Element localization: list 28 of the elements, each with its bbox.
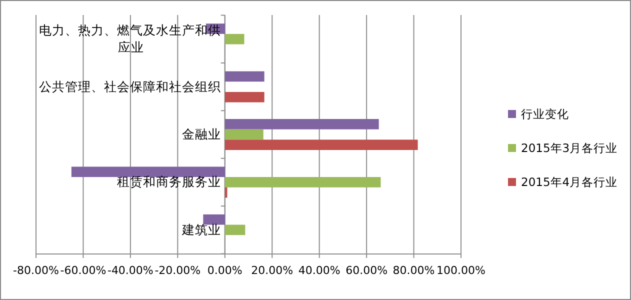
x-tick-label: 80.00%: [392, 264, 435, 277]
bar: [224, 34, 244, 44]
y-tick-label: 金融业: [182, 126, 221, 142]
bar: [71, 166, 225, 178]
bar: [224, 118, 379, 130]
x-tick-label: 40.00%: [298, 264, 340, 277]
legend-label: 2015年3月各行业: [521, 141, 618, 155]
y-tick-label: 公共管理、社会保障和社会组织: [38, 78, 221, 94]
x-tick-label: -20.00%: [154, 264, 201, 277]
bar: [224, 140, 418, 150]
y-tick-label: 建筑业: [180, 222, 221, 237]
legend-label: 行业变化: [521, 107, 569, 121]
y-tick-label: 租赁和商务服务业: [116, 174, 221, 190]
bar: [224, 129, 264, 140]
x-tick-label: -40.00%: [107, 264, 154, 277]
x-tick-label: 20.00%: [251, 264, 294, 277]
bar: [203, 214, 225, 225]
bar: [224, 92, 264, 102]
x-tick-label: -60.00%: [60, 264, 106, 277]
x-tick-label: 0.00%: [207, 264, 242, 277]
bar: [224, 177, 381, 188]
x-tick-label: 60.00%: [346, 264, 388, 277]
bar: [224, 187, 228, 198]
bar: [224, 71, 264, 82]
x-tick-label: -80.00%: [13, 264, 59, 277]
legend-label: 2015年4月各行业: [521, 175, 618, 189]
x-tick-label: 100.00%: [436, 264, 486, 277]
bar: [224, 224, 246, 236]
